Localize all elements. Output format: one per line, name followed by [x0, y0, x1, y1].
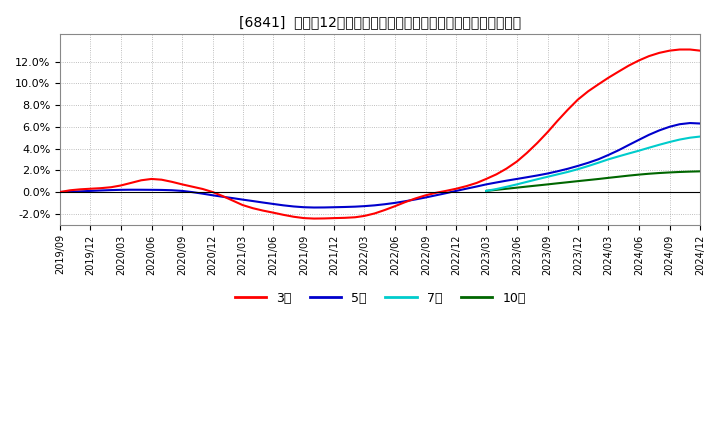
- Title: [6841]  売上高12か月移動合計の対前年同期増減率の平均値の推移: [6841] 売上高12か月移動合計の対前年同期増減率の平均値の推移: [239, 15, 521, 29]
- Legend: 3年, 5年, 7年, 10年: 3年, 5年, 7年, 10年: [230, 287, 531, 310]
